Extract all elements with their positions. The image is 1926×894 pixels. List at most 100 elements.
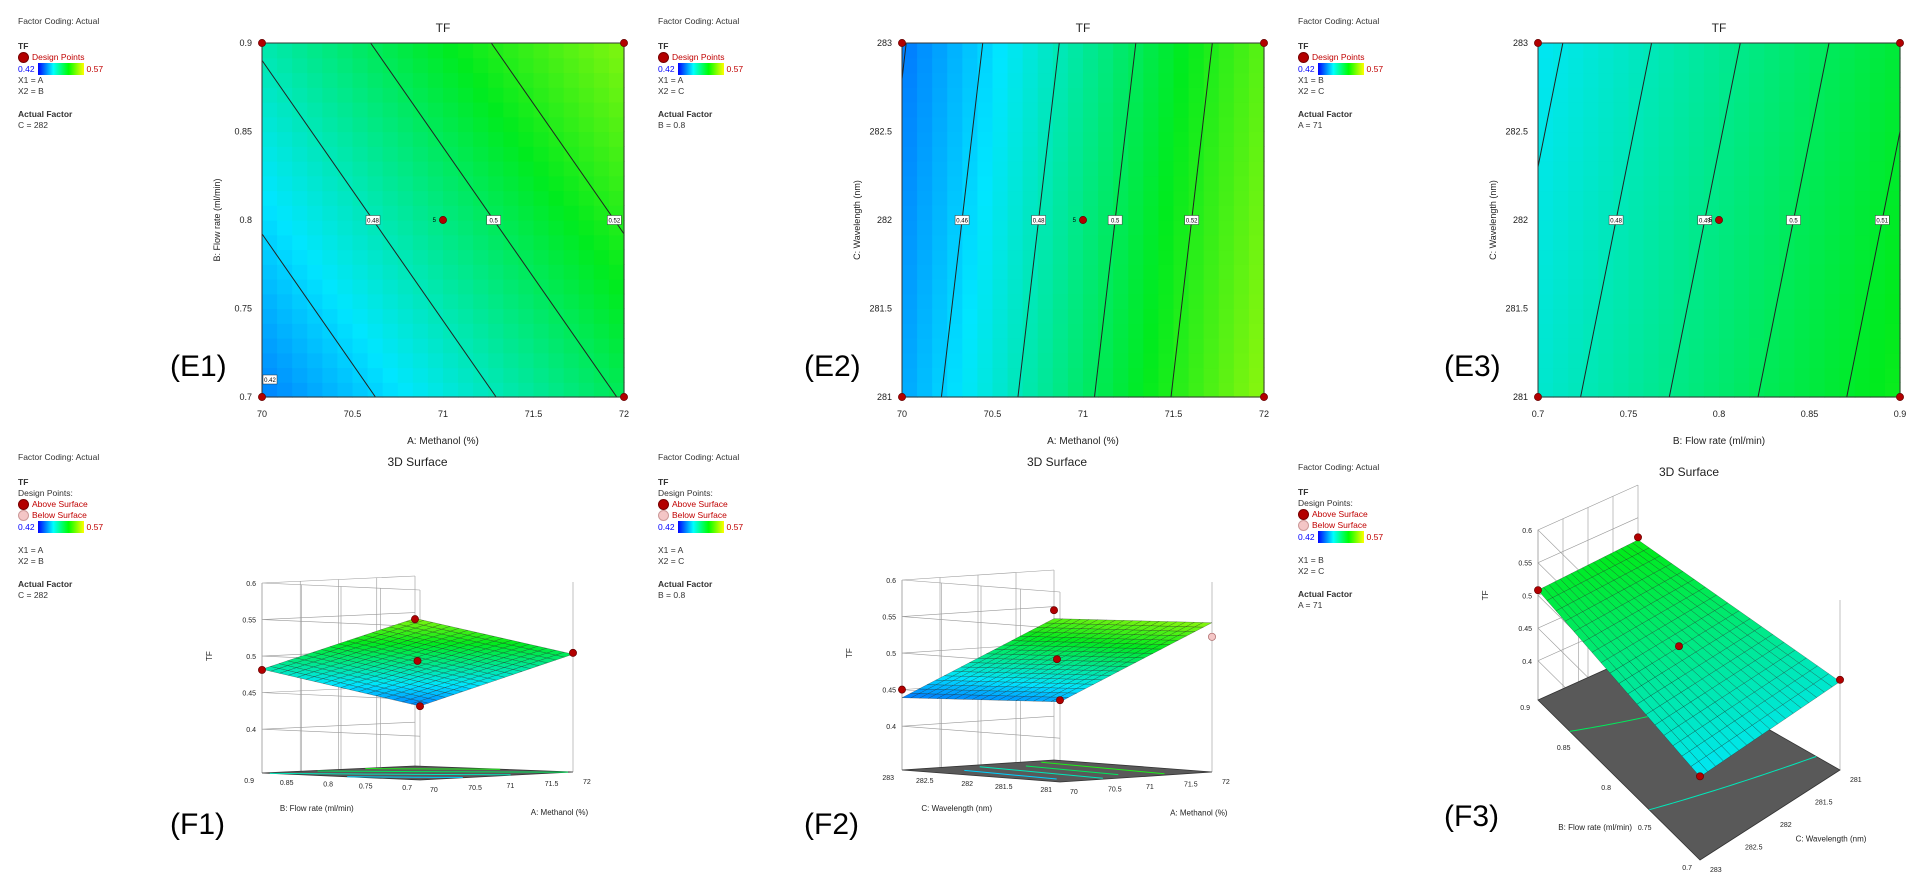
color-cell — [337, 293, 354, 310]
color-cell — [1658, 57, 1675, 74]
color-cell — [932, 264, 948, 280]
color-cell — [1052, 293, 1069, 310]
color-cell — [1098, 279, 1114, 295]
color-cell — [1809, 57, 1826, 74]
color-cell — [902, 264, 918, 280]
color-cell — [1839, 279, 1856, 295]
y-tick-label: 282 — [961, 781, 973, 788]
color-cell — [1703, 116, 1720, 133]
color-cell — [593, 279, 610, 295]
y-tick-label: 281 — [1040, 787, 1052, 794]
color-cell — [458, 43, 474, 59]
color-cell — [1869, 57, 1886, 74]
color-cell — [1067, 131, 1084, 147]
color-cell — [1598, 175, 1615, 192]
color-cell — [503, 116, 520, 133]
x-tick-label: 71 — [438, 409, 448, 419]
color-cell — [1067, 323, 1084, 339]
y-tick-label: 0.8 — [239, 215, 252, 225]
color-cell — [397, 57, 414, 74]
color-cell — [1658, 279, 1675, 295]
color-cell — [1113, 146, 1129, 162]
color-cell — [262, 249, 278, 265]
color-cell — [427, 249, 444, 265]
color-cell — [533, 205, 550, 221]
color-cell — [962, 249, 979, 265]
z-tick-label: 0.6 — [1522, 528, 1532, 535]
color-cell — [322, 279, 339, 295]
response-name: TF — [658, 477, 669, 488]
color-cell — [1673, 190, 1690, 206]
y-tick-label: 0.8 — [1601, 785, 1611, 792]
color-cell — [1673, 72, 1690, 88]
design-point-icon — [658, 52, 669, 64]
chart-title: 3D Surface — [1659, 465, 1719, 479]
color-cell — [503, 87, 520, 103]
color-cell — [593, 293, 610, 310]
color-cell — [1839, 367, 1856, 383]
color-cell — [458, 161, 474, 177]
color-cell — [503, 382, 520, 398]
color-cell — [1233, 279, 1250, 295]
color-cell — [1779, 175, 1796, 192]
color-cell — [1568, 279, 1584, 295]
color-cell — [1643, 146, 1660, 162]
color-cell — [1764, 220, 1780, 236]
color-cell — [322, 382, 339, 398]
y-tick-label: 281.5 — [995, 784, 1013, 791]
color-cell — [917, 87, 933, 103]
color-cell — [608, 352, 625, 369]
color-cell — [382, 116, 399, 133]
color-cell — [322, 87, 339, 103]
color-cell — [262, 308, 278, 324]
color-high: 0.57 — [86, 63, 104, 74]
color-cell — [1553, 161, 1569, 177]
color-cell — [1839, 293, 1856, 310]
x-axis-label: B: Flow rate (ml/min) — [1673, 436, 1765, 447]
color-cell — [1884, 352, 1901, 369]
color-cell — [1839, 205, 1856, 221]
color-cell — [1598, 338, 1615, 354]
color-cell — [1719, 72, 1735, 88]
color-cell — [1098, 352, 1114, 369]
color-cell — [277, 102, 293, 118]
color-cell — [1553, 308, 1569, 324]
color-cell — [1658, 249, 1675, 265]
color-cell — [947, 43, 963, 59]
color-cell — [322, 308, 339, 324]
color-cell — [902, 57, 918, 74]
color-cell — [1188, 382, 1205, 398]
color-cell — [352, 220, 369, 236]
color-cell — [1884, 102, 1901, 118]
y-tick-label: 0.85 — [234, 127, 252, 137]
x2-assignment: X2 = C — [1298, 566, 1325, 577]
color-cell — [367, 352, 384, 369]
z-tick-label: 0.5 — [246, 654, 256, 661]
color-cell — [1613, 338, 1630, 354]
x-tick-label: 72 — [1222, 779, 1230, 786]
color-cell — [307, 43, 323, 59]
color-cell — [382, 352, 399, 369]
color-cell — [1233, 338, 1250, 354]
color-cell — [1143, 43, 1160, 59]
color-cell — [1688, 57, 1705, 74]
color-cell — [503, 72, 520, 88]
color-cell — [1248, 72, 1265, 88]
color-cell — [548, 220, 565, 236]
color-cell — [1734, 338, 1750, 354]
color-cell — [1884, 308, 1901, 324]
color-cell — [1794, 57, 1811, 74]
color-cell — [1248, 205, 1265, 221]
color-cell — [307, 161, 323, 177]
x-tick-label: 70.5 — [468, 785, 482, 792]
color-cell — [1673, 87, 1690, 103]
color-cell — [1839, 308, 1856, 324]
color-cell — [1794, 175, 1811, 192]
color-cell — [1613, 175, 1630, 192]
color-cell — [1173, 323, 1190, 339]
color-cell — [1568, 234, 1584, 251]
color-cell — [1203, 220, 1220, 236]
color-cell — [1643, 72, 1660, 88]
color-cell — [1037, 308, 1054, 324]
z-tick-label: 0.5 — [886, 651, 896, 658]
